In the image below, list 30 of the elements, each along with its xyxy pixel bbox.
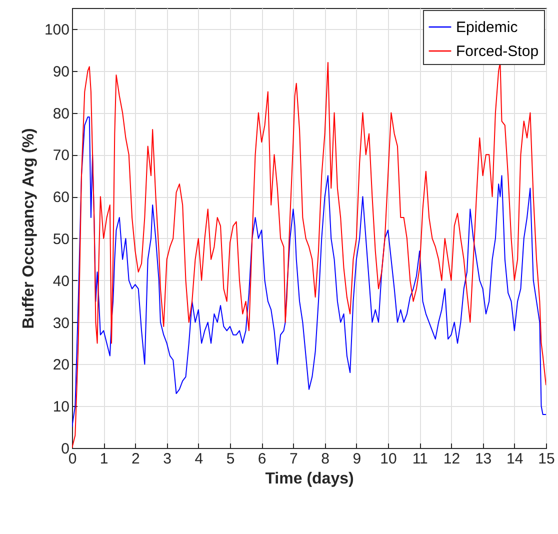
x-tick-label: 12 <box>443 450 460 468</box>
x-tick-label: 15 <box>538 450 555 468</box>
x-tick-label: 6 <box>258 450 266 468</box>
x-tick-label: 7 <box>290 450 298 468</box>
y-tick-label: 20 <box>52 356 70 374</box>
line-series <box>72 116 546 428</box>
y-tick-label: 50 <box>52 230 70 248</box>
x-tick-label: 2 <box>132 450 140 468</box>
y-tick-label: 30 <box>52 314 70 332</box>
x-tick-label: 5 <box>226 450 235 468</box>
legend-label: Epidemic <box>456 19 518 36</box>
x-axis-title: Time (days) <box>265 470 354 488</box>
x-tick-label: 8 <box>321 450 330 468</box>
x-tick-label: 13 <box>474 450 492 468</box>
x-tick-label: 3 <box>163 450 172 468</box>
y-tick-label: 90 <box>52 63 70 80</box>
x-tick-label: 9 <box>352 450 362 468</box>
x-tick-label: 4 <box>194 450 204 468</box>
x-tick-label: 1 <box>100 450 108 468</box>
legend-label: Forced-Stop <box>456 43 539 60</box>
x-tick-label: 14 <box>506 450 524 468</box>
x-tick-label: 10 <box>380 450 397 468</box>
y-tick-label: 70 <box>52 147 70 164</box>
y-tick-label: 80 <box>52 105 70 122</box>
y-tick-label: 60 <box>52 189 70 206</box>
y-tick-label: 40 <box>52 272 70 290</box>
y-tick-label: 100 <box>44 21 70 38</box>
x-tick-label: 11 <box>412 450 428 468</box>
y-tick-label: 10 <box>52 398 70 416</box>
y-axis-title: Buffer Occupancy Avg (%) <box>20 128 38 329</box>
